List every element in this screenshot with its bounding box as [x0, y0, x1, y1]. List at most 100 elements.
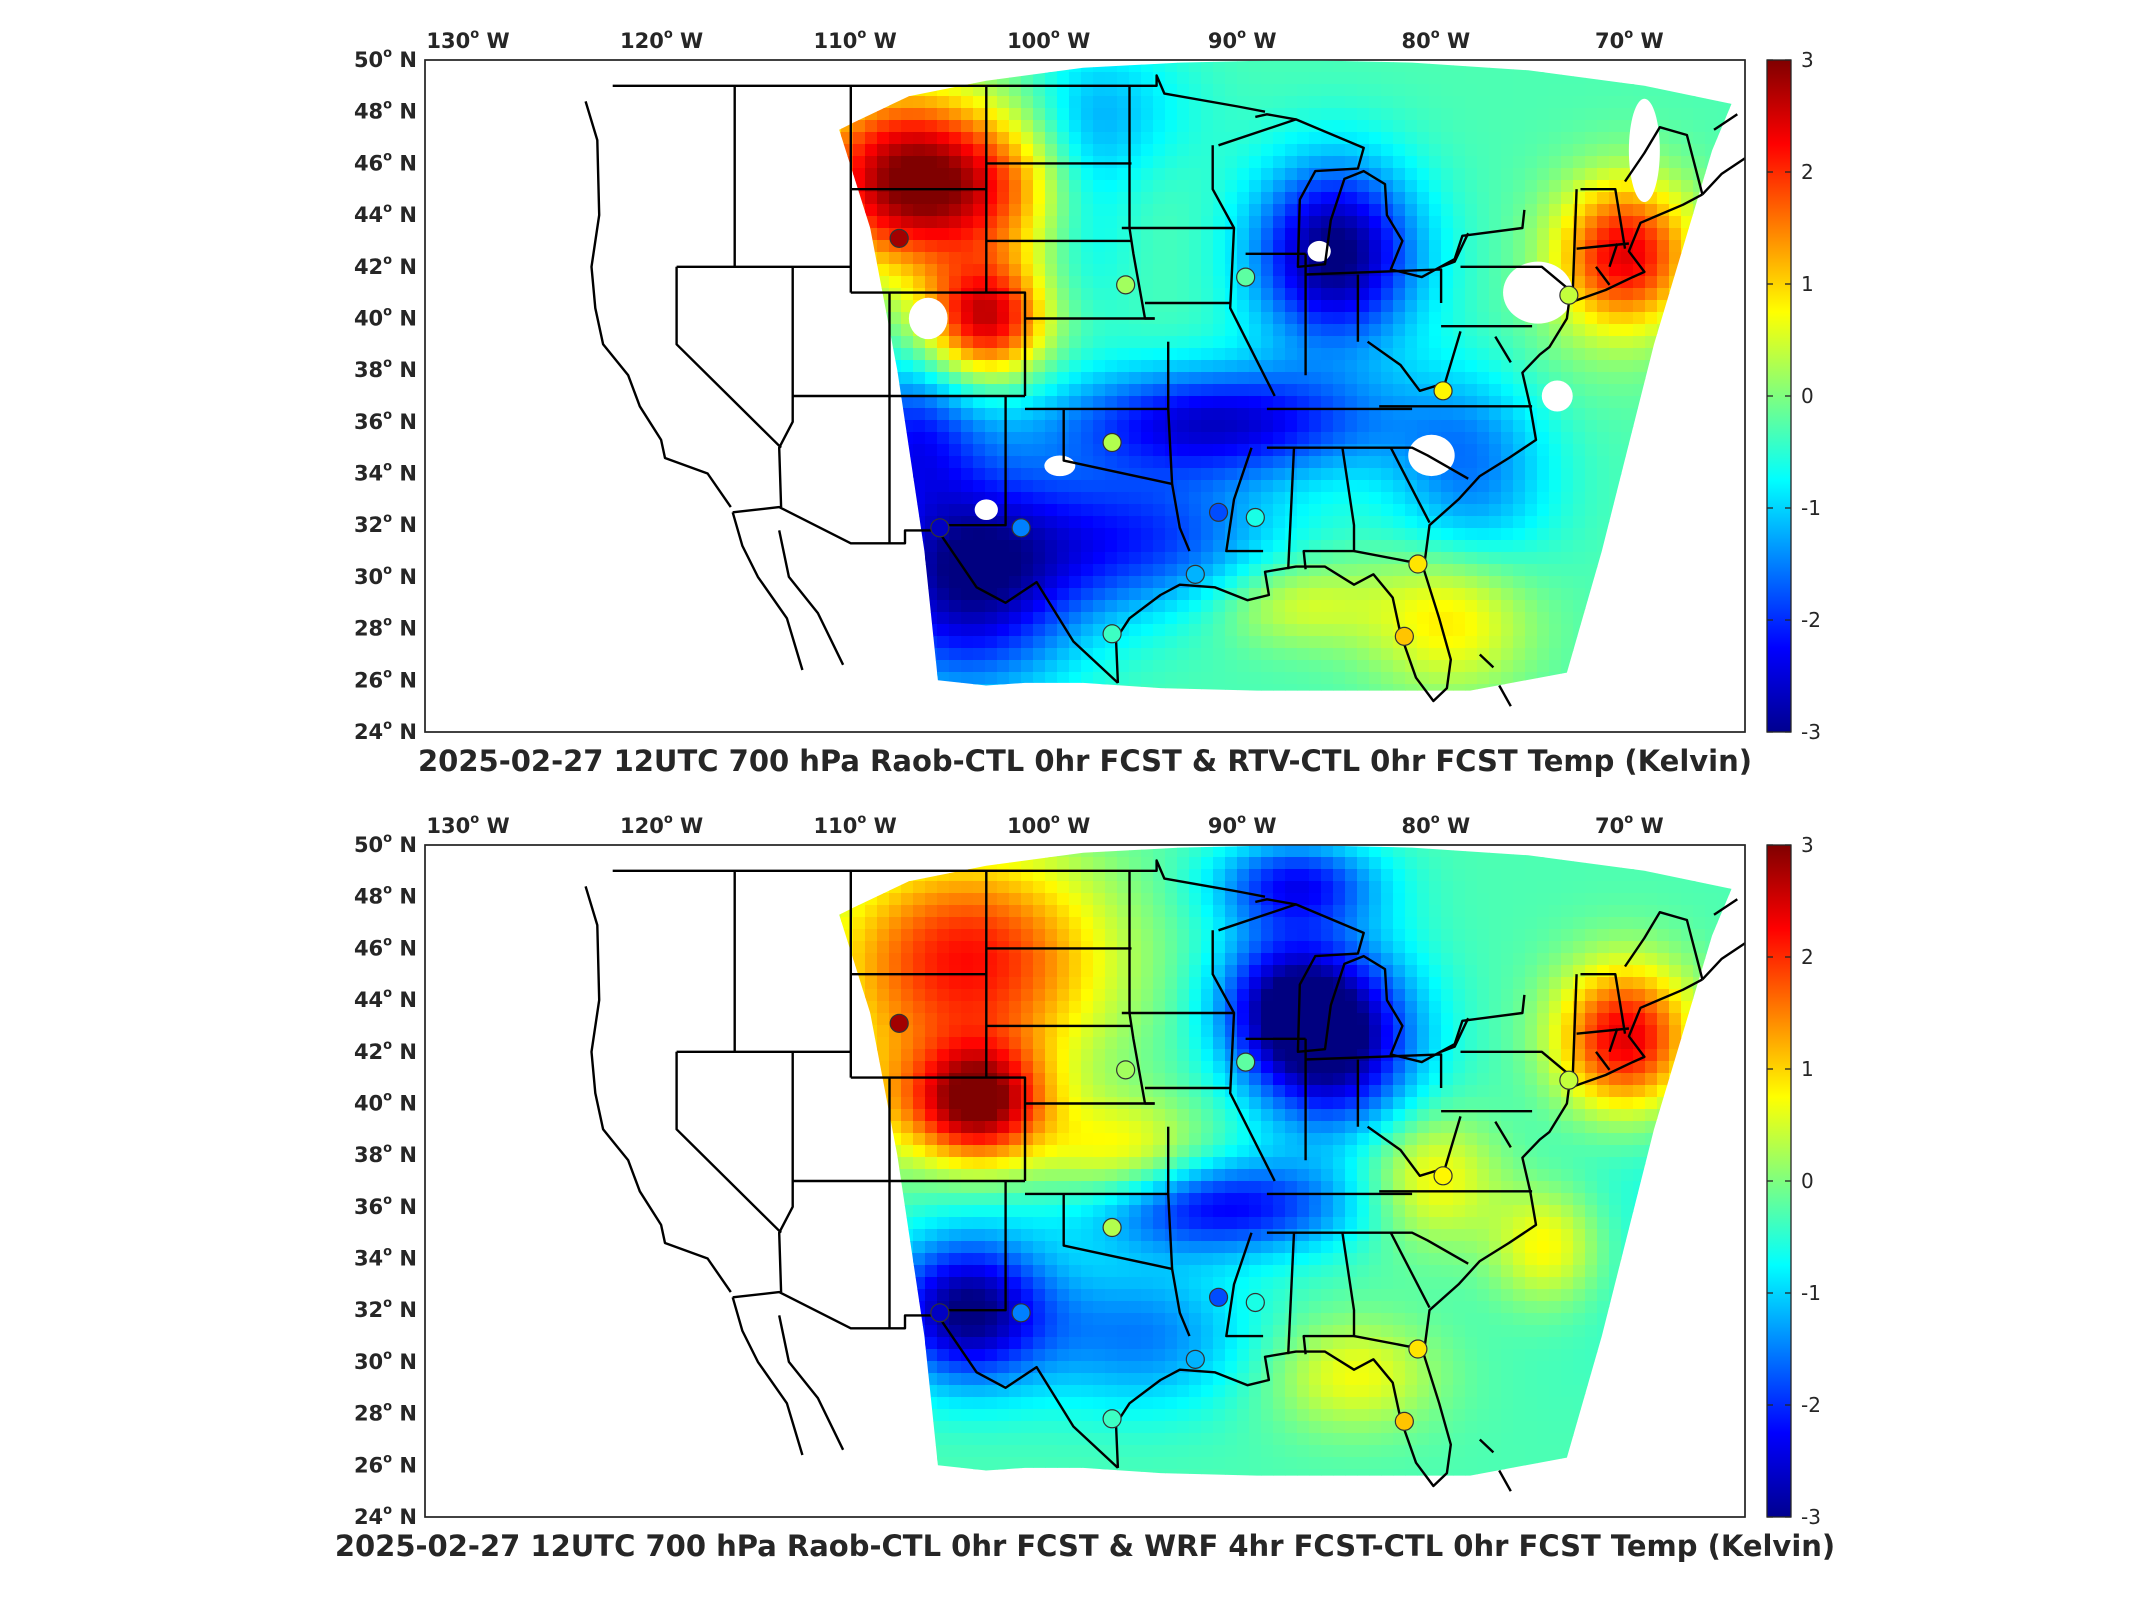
state-border [1287, 447, 1296, 570]
colorbar-tick-label: 1 [1801, 272, 1814, 296]
state-border [1580, 188, 1627, 249]
colorbar-tick-label: -2 [1801, 608, 1821, 632]
state-border [1167, 1181, 1191, 1337]
state-border [1576, 1027, 1630, 1035]
state-border [850, 1076, 1027, 1181]
state-border [1494, 1120, 1512, 1149]
state-border [1266, 446, 1469, 480]
longitude-tick-label: 110o W [814, 812, 897, 838]
state-border [778, 266, 794, 508]
colorbar-tick-label: 1 [1801, 1057, 1814, 1081]
state-border [1580, 973, 1627, 1034]
colorbar-tick-label: -2 [1801, 1393, 1821, 1417]
map-panel: 130o W 120o W 110o W 100o W 90o W 80o W 70o W 5… [335, 812, 1835, 1563]
state-border [1305, 1053, 1443, 1088]
latitude-tick-label: 38o N [354, 1141, 417, 1167]
state-border [1218, 903, 1526, 1064]
longitude-tick-label: 120o W [620, 27, 703, 53]
longitude-tick-label: 80o W [1401, 812, 1470, 838]
latitude-tick-label: 40o N [354, 304, 417, 330]
latitude-tick-label: 48o N [354, 98, 417, 124]
colorbar-tick-label: -3 [1801, 720, 1821, 744]
longitude-tick-label: 130o W [426, 27, 509, 53]
state-border [1713, 113, 1738, 131]
state-border [1624, 126, 1704, 195]
raob-station-marker [1185, 1349, 1205, 1369]
state-border [1366, 1116, 1462, 1177]
longitude-tick-label: 110o W [814, 27, 897, 53]
raob-station-marker [1116, 275, 1136, 295]
state-border [1498, 1469, 1512, 1492]
longitude-tick-label: 100o W [1007, 27, 1090, 53]
latitude-tick-label: 28o N [354, 1400, 417, 1426]
state-border [1167, 396, 1191, 552]
raob-station-marker [1102, 624, 1122, 644]
state-border [1624, 911, 1704, 980]
longitude-tick-label: 90o W [1208, 812, 1277, 838]
raob-station-marker [1433, 381, 1453, 401]
state-border [1389, 447, 1431, 524]
state-border [1460, 189, 1578, 294]
longitude-tick-label: 130o W [426, 812, 509, 838]
raob-station-marker [1408, 554, 1428, 574]
latitude-tick-label: 50o N [354, 46, 417, 72]
latitude-tick-label: 32o N [354, 1296, 417, 1322]
colorbar-tick-label: -1 [1801, 496, 1821, 520]
state-border [1225, 1232, 1264, 1338]
state-border [1218, 118, 1526, 279]
state-border [1389, 1232, 1431, 1309]
latitude-tick-label: 36o N [354, 1193, 417, 1219]
latitude-tick-label: 44o N [354, 201, 417, 227]
state-border [731, 511, 804, 671]
colorbar-tick-label: 3 [1801, 48, 1814, 72]
state-border [1478, 1438, 1495, 1454]
state-border [612, 74, 1266, 113]
latitude-tick-label: 42o N [354, 253, 417, 279]
state-border [1498, 684, 1512, 707]
latitude-tick-label: 44o N [354, 986, 417, 1012]
raob-station-marker [1208, 502, 1229, 522]
state-border [731, 1296, 804, 1456]
state-border [1255, 898, 1297, 906]
latitude-tick-label: 24o N [354, 718, 417, 744]
latitude-tick-label: 26o N [354, 1451, 417, 1477]
state-border [584, 101, 732, 508]
raob-station-marker [930, 518, 950, 538]
latitude-tick-label: 38o N [354, 356, 417, 382]
state-border [1287, 1232, 1296, 1355]
state-border [1595, 266, 1611, 286]
latitude-tick-label: 46o N [354, 149, 417, 175]
map-panel: 130o W 120o W 110o W 100o W 90o W 80o W 70o W 5… [354, 27, 1821, 778]
state-border [675, 1051, 782, 1234]
longitude-tick-label: 80o W [1401, 27, 1470, 53]
raob-station-marker [1236, 1052, 1256, 1072]
state-border [1701, 157, 1746, 196]
state-border [936, 396, 1007, 527]
raob-station-marker [1559, 1070, 1579, 1090]
state-border [675, 266, 782, 449]
colorbar-tick-label: -3 [1801, 1505, 1821, 1529]
longitude-tick-label: 100o W [1007, 812, 1090, 838]
colorbar-tick-label: 3 [1801, 833, 1814, 857]
state-border [1211, 930, 1276, 1182]
latitude-tick-label: 46o N [354, 934, 417, 960]
raob-station-marker [1011, 518, 1031, 538]
raob-station-marker [1185, 564, 1205, 584]
state-border [778, 530, 845, 666]
colorbar-tick-label: -1 [1801, 1281, 1821, 1305]
raob-station-marker [889, 228, 909, 248]
longitude-tick-label: 70o W [1595, 812, 1664, 838]
latitude-tick-label: 28o N [354, 615, 417, 641]
state-border [1225, 447, 1264, 553]
state-border [1595, 1051, 1611, 1071]
state-border [1608, 243, 1619, 268]
state-border [1114, 193, 1703, 703]
raob-station-marker [889, 1013, 909, 1033]
raob-station-marker [1408, 1339, 1428, 1359]
raob-station-marker [1102, 1409, 1122, 1429]
state-border [1266, 1231, 1469, 1265]
state-border [1255, 113, 1297, 121]
state-border [1460, 974, 1578, 1079]
latitude-tick-label: 30o N [354, 563, 417, 589]
state-border [1494, 335, 1512, 364]
